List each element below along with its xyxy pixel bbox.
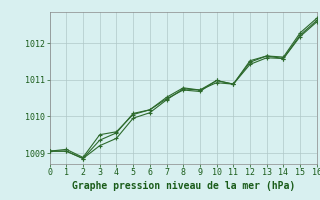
X-axis label: Graphe pression niveau de la mer (hPa): Graphe pression niveau de la mer (hPa) bbox=[72, 181, 295, 191]
